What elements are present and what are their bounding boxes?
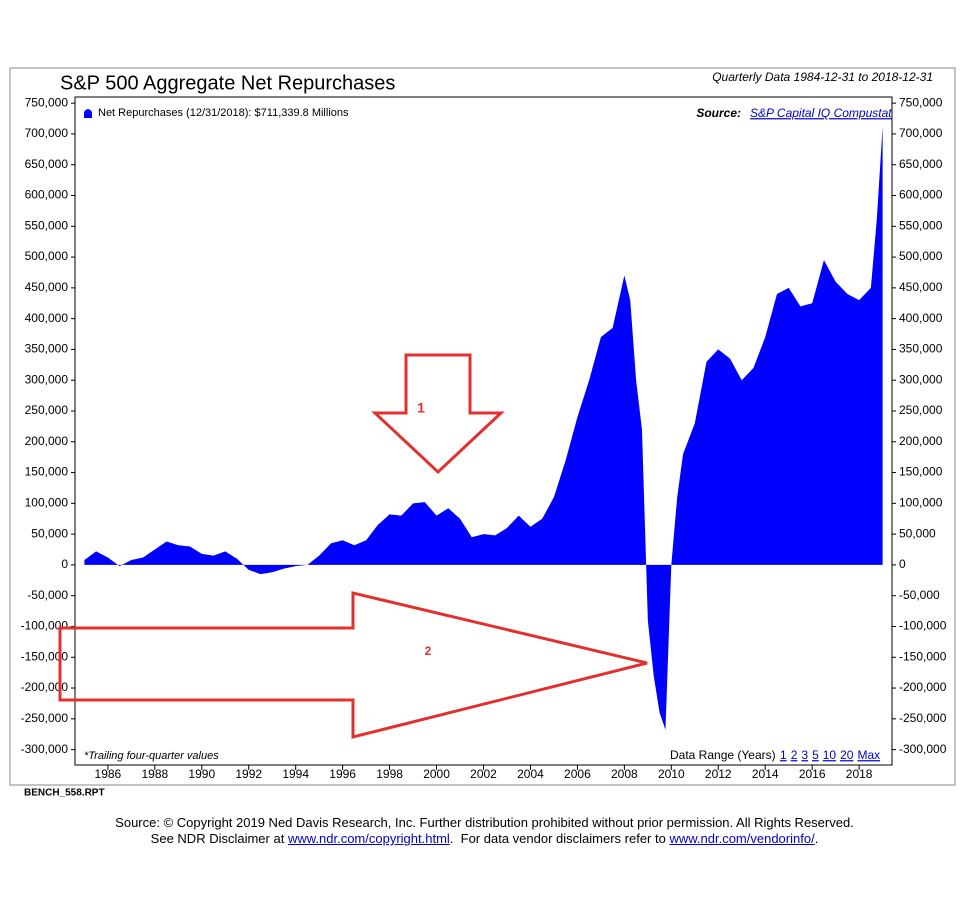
y2-tick-label: 250,000 (899, 403, 943, 417)
data-range-option[interactable]: 5 (812, 748, 819, 762)
y2-tick-label: -300,000 (899, 742, 947, 756)
report-id: BENCH_558.RPT (24, 788, 105, 799)
y-tick-label: -50,000 (27, 588, 68, 602)
y2-tick-label: -150,000 (899, 649, 947, 663)
footer-line: See NDR Disclaimer at www.ndr.com/copyri… (0, 831, 969, 846)
footer-text: See NDR Disclaimer at (150, 831, 285, 846)
y-tick-label: -100,000 (21, 619, 69, 633)
x-tick-label: 2004 (517, 767, 544, 781)
x-tick-label: 2006 (564, 767, 591, 781)
x-tick-label: 2000 (423, 767, 450, 781)
y-tick-label: 700,000 (25, 126, 69, 140)
data-range-option[interactable]: 10 (823, 748, 837, 762)
chart-frame (9, 67, 956, 786)
y2-tick-label: 200,000 (899, 434, 943, 448)
y-tick-label: 50,000 (31, 526, 68, 540)
x-tick-label: 2010 (658, 767, 685, 781)
chart-title: S&P 500 Aggregate Net Repurchases (60, 72, 395, 94)
note: *Trailing four-quarter values (84, 750, 219, 762)
x-tick-label: 2018 (846, 767, 873, 781)
x-tick-label: 1994 (282, 767, 309, 781)
x-tick-label: 2016 (799, 767, 826, 781)
y-tick-label: 500,000 (25, 249, 69, 263)
y2-tick-label: 500,000 (899, 249, 943, 263)
y2-tick-label: 750,000 (899, 95, 943, 109)
y2-tick-label: -50,000 (899, 588, 940, 602)
y-tick-label: 200,000 (25, 434, 69, 448)
area (84, 126, 883, 730)
annotation-label: 1 (417, 400, 425, 416)
footer-link[interactable]: www.ndr.com/vendorinfo/ (669, 831, 815, 846)
y2-tick-label: 450,000 (899, 280, 943, 294)
x-tick-label: 1990 (188, 767, 215, 781)
y-tick-label: 300,000 (25, 372, 69, 386)
source-label: Source: (696, 106, 741, 120)
data-range-option[interactable]: 2 (791, 748, 798, 762)
data-range-label: Data Range (Years) (670, 748, 776, 762)
y2-tick-label: -250,000 (899, 711, 947, 725)
y-tick-label: 750,000 (25, 95, 69, 109)
data-range-option[interactable]: 3 (801, 748, 808, 762)
annotation-arrow (371, 353, 505, 475)
y2-tick-label: 50,000 (899, 526, 936, 540)
x-tick-label: 2014 (752, 767, 779, 781)
y-tick-label: 550,000 (25, 218, 69, 232)
x-tick-label: 2002 (470, 767, 497, 781)
legend-label: Net Repurchases (12/31/2018): $711,339.8… (98, 107, 349, 119)
y-tick-label: -250,000 (21, 711, 69, 725)
data-range-option[interactable]: Max (857, 748, 880, 762)
x-tick-label: 2008 (611, 767, 638, 781)
y2-tick-label: 300,000 (899, 372, 943, 386)
data-range-option[interactable]: 20 (840, 748, 854, 762)
y2-tick-label: 350,000 (899, 342, 943, 356)
x-tick-label: 2012 (705, 767, 732, 781)
x-tick-label: 1988 (141, 767, 168, 781)
y-tick-label: 250,000 (25, 403, 69, 417)
y-tick-label: 0 (61, 557, 68, 571)
y-tick-label: -150,000 (21, 649, 69, 663)
chart: S&P 500 Aggregate Net Repurchases Quarte… (9, 67, 956, 799)
y2-tick-label: 400,000 (899, 311, 943, 325)
y2-tick-label: -100,000 (899, 619, 947, 633)
annotation-arrow (58, 591, 648, 739)
y-tick-label: 600,000 (25, 188, 69, 202)
x-tick-label: 1996 (329, 767, 356, 781)
y-tick-label: 450,000 (25, 280, 69, 294)
y-tick-label: 100,000 (25, 496, 69, 510)
y-tick-label: -300,000 (21, 742, 69, 756)
y2-tick-label: 650,000 (899, 157, 943, 171)
y-tick-label: 350,000 (25, 342, 69, 356)
y2-tick-label: 600,000 (899, 188, 943, 202)
x-tick-label: 1998 (376, 767, 403, 781)
y2-tick-label: 550,000 (899, 218, 943, 232)
footer-text: . For data vendor disclaimers refer to (449, 831, 666, 846)
chart-subtitle: Quarterly Data 1984-12-31 to 2018-12-31 (712, 70, 933, 84)
data-range-option[interactable]: 1 (780, 748, 787, 762)
y2-tick-label: 100,000 (899, 496, 943, 510)
x-tick-label: 1992 (235, 767, 262, 781)
x-tick-label: 1986 (95, 767, 122, 781)
footer-link[interactable]: www.ndr.com/copyright.html (287, 831, 450, 846)
y2-tick-label: -200,000 (899, 680, 947, 694)
y-tick-label: 400,000 (25, 311, 69, 325)
footer-line: Source: © Copyright 2019 Ned Davis Resea… (115, 815, 854, 830)
y2-tick-label: 700,000 (899, 126, 943, 140)
annotation-label: 2 (425, 644, 432, 658)
y-tick-label: 650,000 (25, 157, 69, 171)
y-tick-label: 150,000 (25, 465, 69, 479)
y-tick-label: -200,000 (21, 680, 69, 694)
y2-tick-label: 150,000 (899, 465, 943, 479)
y2-tick-label: 0 (899, 557, 906, 571)
footer-text: . (814, 831, 819, 846)
legend-swatch (84, 109, 92, 118)
source-link[interactable]: S&P Capital IQ Compustat (750, 106, 892, 120)
